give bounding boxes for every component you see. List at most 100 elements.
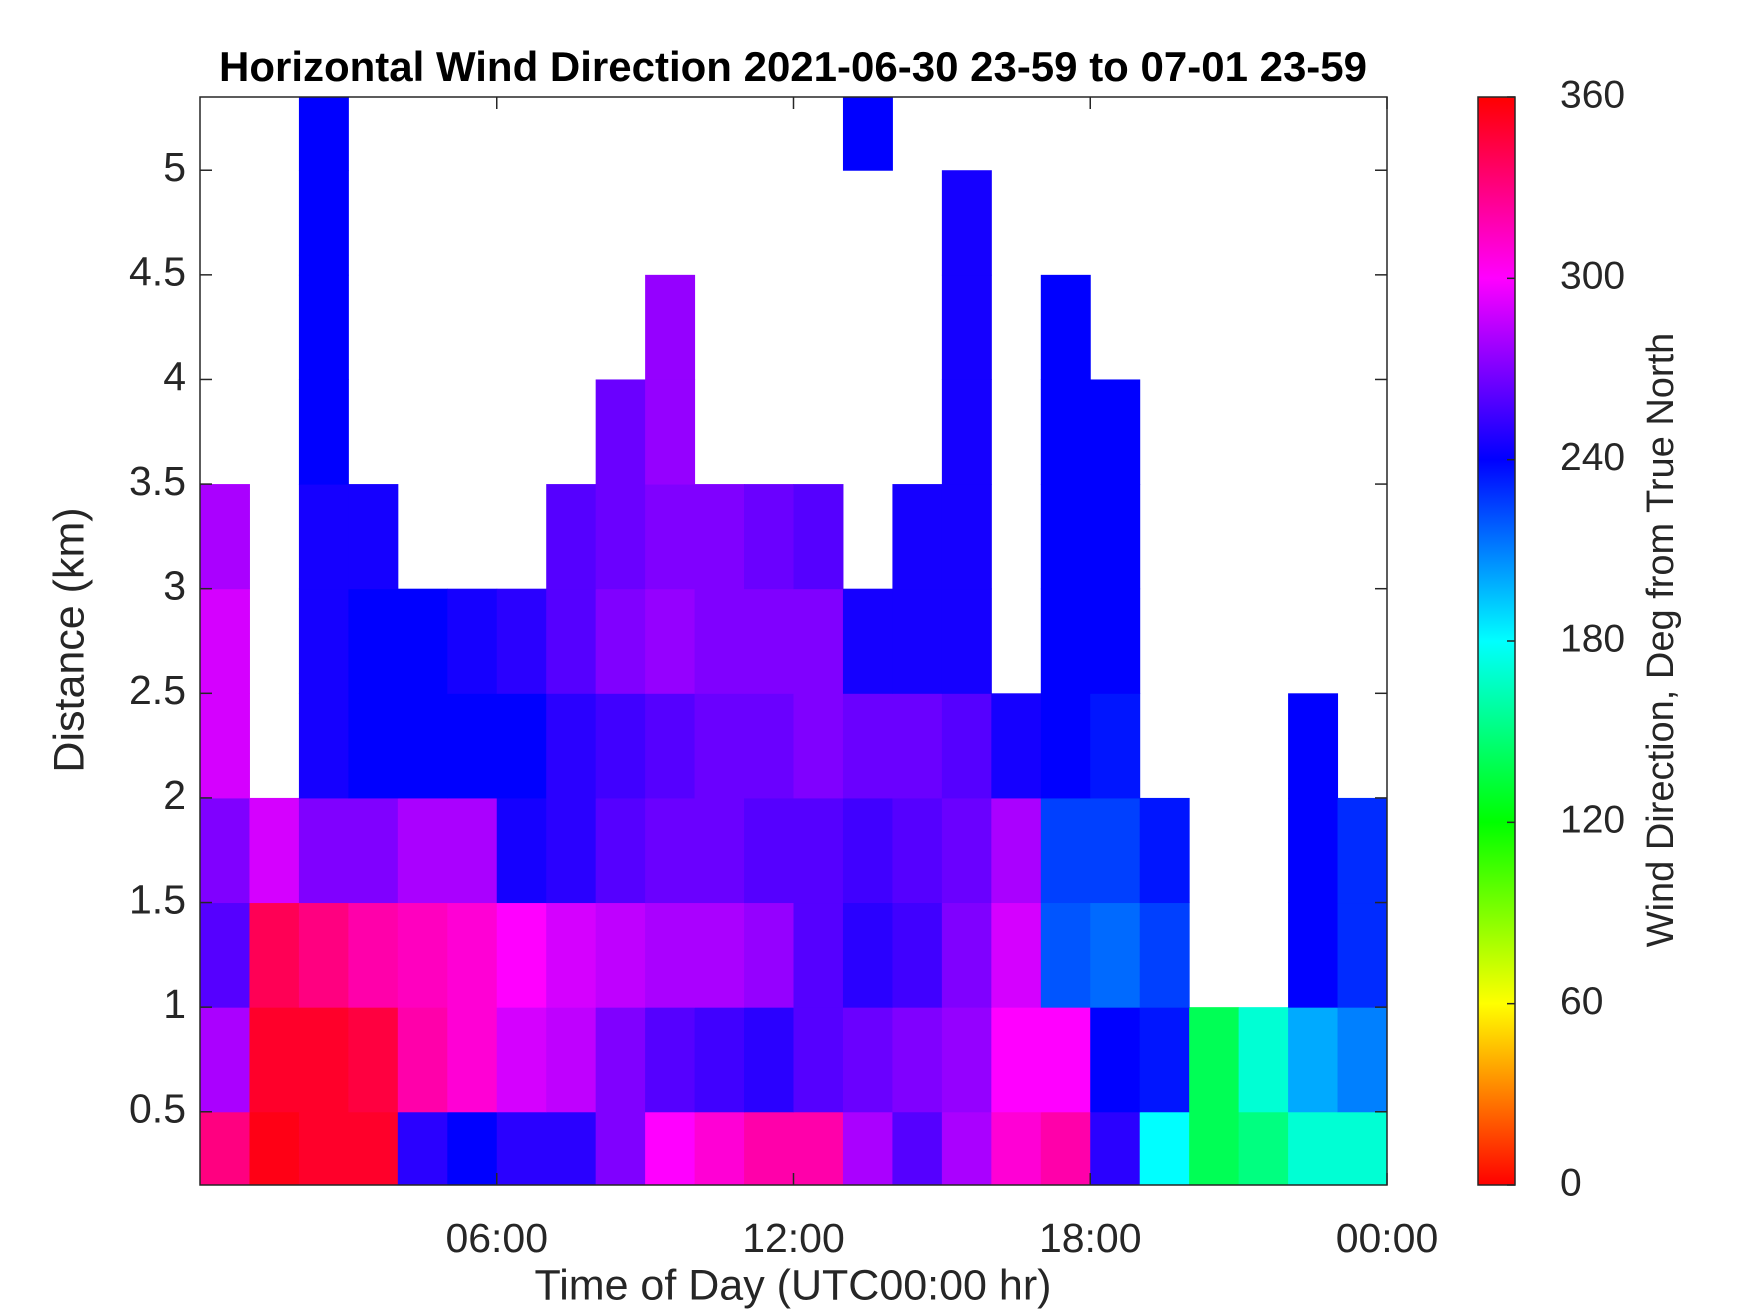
y-tick-label: 2 — [163, 772, 186, 818]
x-axis-label: Time of Day (UTC00:00 hr) — [535, 1261, 1052, 1309]
y-tick-label: 2.5 — [129, 667, 186, 713]
heatmap-cell — [645, 797, 696, 904]
heatmap-cell — [200, 588, 250, 694]
heatmap-cell — [200, 484, 250, 590]
heatmap-cell — [1090, 588, 1141, 694]
heatmap-cell — [892, 588, 943, 694]
heatmap-cell — [397, 1111, 448, 1186]
heatmap-cell — [546, 1111, 597, 1186]
heatmap-cell — [496, 1007, 547, 1113]
heatmap-cell — [842, 588, 893, 694]
heatmap-cell — [1040, 797, 1091, 904]
heatmap-cell — [397, 1007, 448, 1113]
heatmap-cell — [298, 588, 349, 694]
heatmap-cell — [694, 797, 745, 904]
heatmap-cell — [1139, 1111, 1190, 1186]
heatmap-cell — [496, 1111, 547, 1186]
heatmap-cell — [694, 693, 745, 799]
colorbar-tick-label: 300 — [1560, 255, 1625, 298]
heatmap-cell — [348, 902, 399, 1008]
heatmap-cell — [941, 1007, 992, 1113]
x-tick-label: 12:00 — [742, 1215, 845, 1261]
heatmap-cell — [298, 902, 349, 1008]
heatmap-cell — [1040, 379, 1091, 485]
heatmap-cell — [1040, 693, 1091, 799]
heatmap-cell — [1189, 1111, 1240, 1186]
heatmap-cell — [1288, 1007, 1339, 1113]
heatmap-cell — [1090, 484, 1141, 590]
heatmap-cell — [941, 797, 992, 904]
heatmap-cell — [298, 484, 349, 590]
heatmap-cell — [200, 902, 250, 1008]
heatmap-cell — [842, 797, 893, 904]
heatmap-cell — [793, 693, 844, 799]
heatmap-cell — [892, 1111, 943, 1186]
heatmap-cell — [1288, 693, 1339, 799]
heatmap-cell — [645, 693, 696, 799]
heatmap-cell — [1040, 484, 1091, 590]
heatmap-cell — [397, 588, 448, 694]
heatmap-cell — [645, 484, 696, 590]
colorbar-tick-label: 60 — [1560, 980, 1603, 1023]
heatmap-cell — [348, 484, 399, 590]
heatmap-cell — [1337, 902, 1388, 1008]
y-tick-label: 1.5 — [129, 876, 186, 922]
heatmap-cell — [793, 1111, 844, 1186]
heatmap-cell — [1139, 797, 1190, 904]
heatmap-cell — [991, 1007, 1042, 1113]
y-tick-label: 5 — [163, 144, 186, 190]
heatmap-cell — [744, 1111, 794, 1186]
heatmap-cell — [793, 588, 844, 694]
heatmap-cell — [793, 484, 844, 590]
heatmap-cell — [1337, 1111, 1388, 1186]
colorbar-label: Wind Direction, Deg from True North — [1640, 333, 1682, 948]
x-tick-label: 06:00 — [445, 1215, 548, 1261]
heatmap-cell — [1139, 902, 1190, 1008]
heatmap-cell — [546, 797, 597, 904]
heatmap-cell — [249, 1007, 300, 1113]
heatmap-cell — [348, 1007, 399, 1113]
heatmap-cell — [645, 274, 696, 380]
heatmap-cell — [298, 170, 349, 276]
y-tick-label: 4 — [163, 353, 186, 399]
y-tick-label: 4.5 — [129, 249, 186, 295]
colorbar-tick-label: 180 — [1560, 617, 1625, 660]
heatmap-cell — [249, 797, 300, 904]
heatmap-cell — [298, 797, 349, 904]
heatmap-cell — [1238, 1007, 1289, 1113]
y-tick-label: 3 — [163, 563, 186, 609]
heatmap-cell — [744, 902, 794, 1008]
heatmap-cell — [595, 902, 646, 1008]
heatmap-cell — [546, 902, 597, 1008]
heatmap-cell — [744, 797, 794, 904]
heatmap-cell — [991, 902, 1042, 1008]
heatmap-cell — [447, 1111, 498, 1186]
x-tick-label: 18:00 — [1039, 1215, 1142, 1261]
heatmap-cell — [546, 1007, 597, 1113]
heatmap-cell — [1337, 797, 1388, 904]
y-tick-label: 1 — [163, 981, 186, 1027]
heatmap-cell — [447, 797, 498, 904]
heatmap-cell — [694, 588, 745, 694]
heatmap-cell — [1288, 797, 1339, 904]
heatmap-cell — [842, 97, 893, 171]
heatmap-cell — [298, 1007, 349, 1113]
colorbar-tick-label: 120 — [1560, 799, 1625, 842]
heatmap-cell — [1238, 1111, 1289, 1186]
heatmap-cell — [298, 97, 349, 171]
heatmap-cell — [249, 1111, 300, 1186]
heatmap-cell — [645, 1111, 696, 1186]
heatmap-cell — [298, 693, 349, 799]
heatmap-cell — [595, 797, 646, 904]
heatmap-cell — [645, 902, 696, 1008]
heatmap-cell — [1090, 379, 1141, 485]
heatmap-cell — [397, 902, 448, 1008]
heatmap-cell — [1090, 1007, 1141, 1113]
heatmap-cell — [595, 1111, 646, 1186]
heatmap-cell — [298, 379, 349, 485]
heatmap-cell — [941, 274, 992, 380]
heatmap-cell — [496, 902, 547, 1008]
colorbar-tick-label: 0 — [1560, 1161, 1582, 1204]
heatmap-cell — [842, 902, 893, 1008]
